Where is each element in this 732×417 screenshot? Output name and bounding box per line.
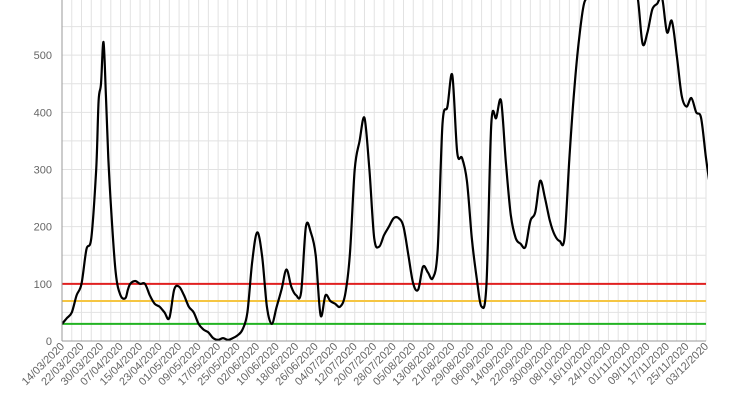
y-tick-label: 400 <box>34 107 52 119</box>
y-tick-label: 0 <box>46 336 52 348</box>
series-line <box>62 0 708 341</box>
y-tick-label: 200 <box>34 222 52 234</box>
x-axis-tick-labels: 14/03/202022/03/202030/03/202007/04/2020… <box>20 341 711 388</box>
series-layer <box>62 0 708 341</box>
y-tick-label: 500 <box>34 50 52 62</box>
grid-lines <box>61 0 707 341</box>
axes <box>61 0 706 342</box>
y-tick-label: 100 <box>34 279 52 291</box>
y-axis-tick-labels: 0 100 200 300 400 500 <box>34 50 52 348</box>
reference-lines <box>62 282 706 325</box>
y-tick-label: 300 <box>34 165 52 177</box>
